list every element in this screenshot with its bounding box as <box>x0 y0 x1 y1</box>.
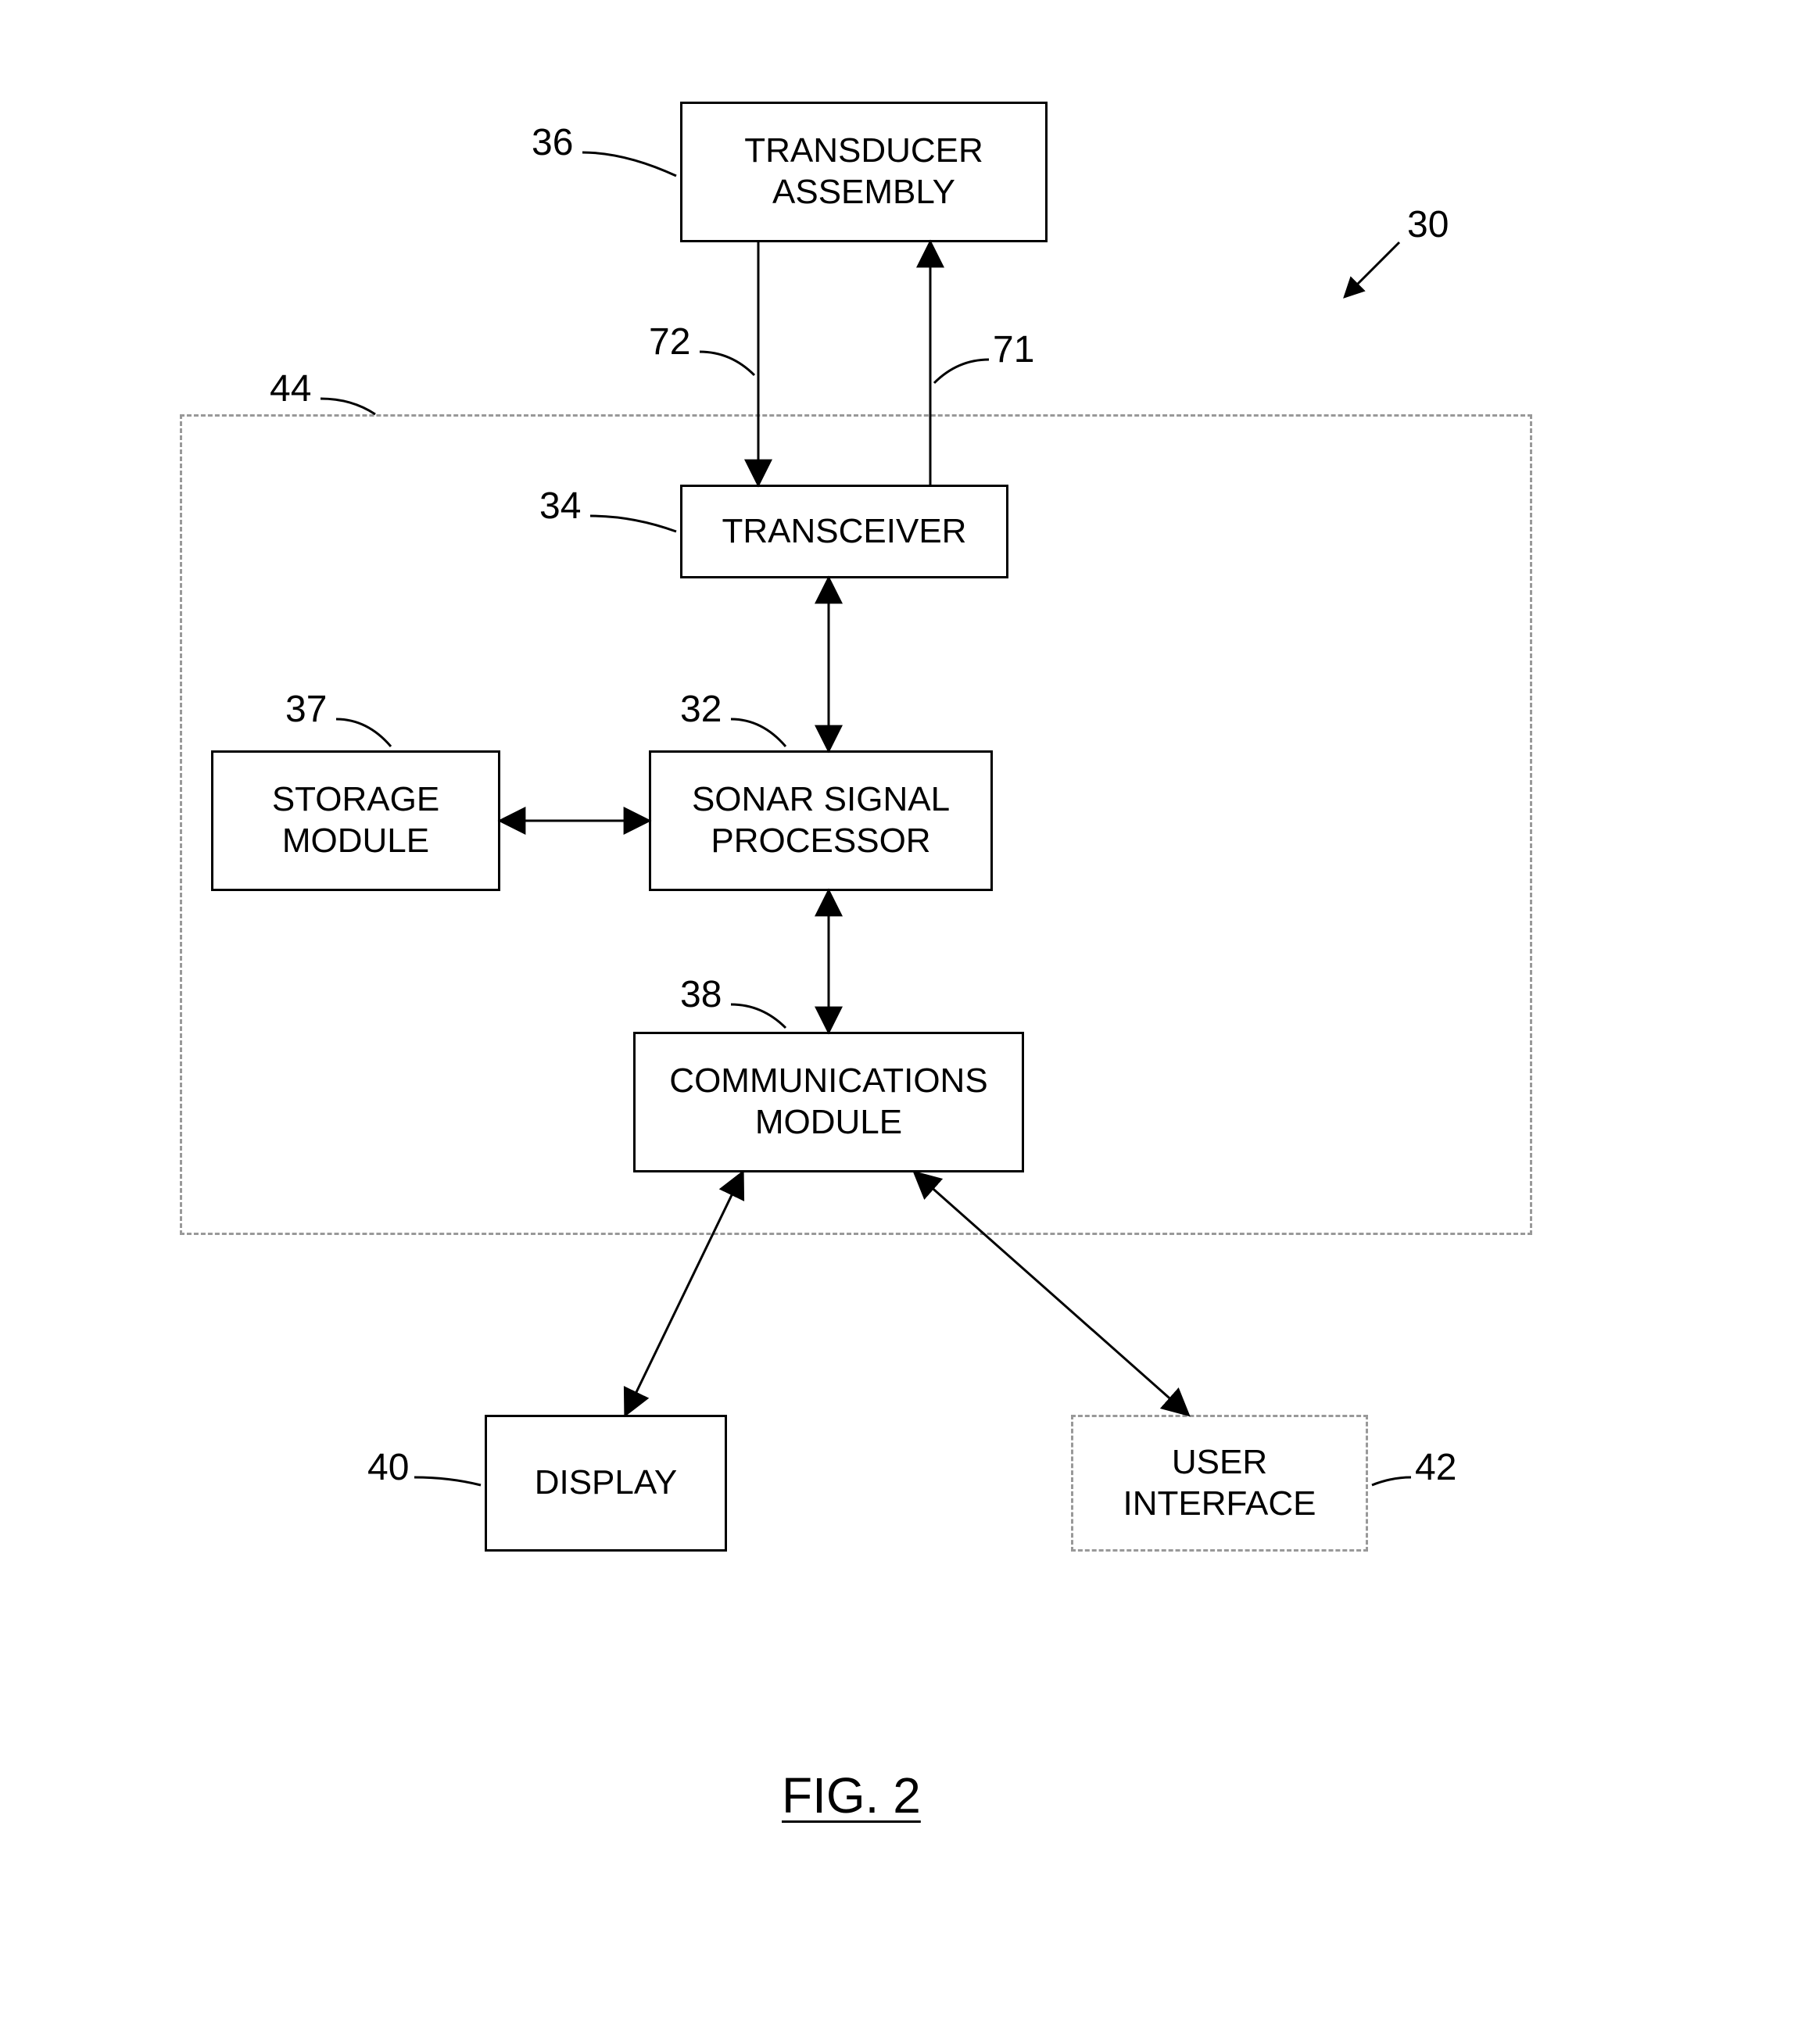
ref-37: 37 <box>285 688 327 731</box>
user-interface-box: USERINTERFACE <box>1071 1415 1368 1552</box>
communications-module-label: COMMUNICATIONSMODULE <box>669 1061 987 1144</box>
sonar-signal-processor-box: SONAR SIGNALPROCESSOR <box>649 750 993 891</box>
display-box: DISPLAY <box>485 1415 727 1552</box>
display-label: DISPLAY <box>535 1462 678 1504</box>
ref-30: 30 <box>1407 203 1449 246</box>
ref-42: 42 <box>1415 1446 1456 1489</box>
communications-module-box: COMMUNICATIONSMODULE <box>633 1032 1024 1172</box>
ref-72: 72 <box>649 320 690 363</box>
ref-44: 44 <box>270 367 311 410</box>
figure-title: FIG. 2 <box>782 1767 921 1824</box>
storage-module-label: STORAGEMODULE <box>272 779 439 862</box>
user-interface-label: USERINTERFACE <box>1123 1442 1316 1525</box>
transceiver-box: TRANSCEIVER <box>680 485 1008 578</box>
sonar-signal-processor-label: SONAR SIGNALPROCESSOR <box>692 779 950 862</box>
transducer-assembly-box: TRANSDUCERASSEMBLY <box>680 102 1048 242</box>
ref-71: 71 <box>993 328 1034 371</box>
ref-40: 40 <box>367 1446 409 1489</box>
diagram-canvas: TRANSDUCERASSEMBLY TRANSCEIVER STORAGEMO… <box>0 0 1798 2044</box>
transducer-assembly-label: TRANSDUCERASSEMBLY <box>744 131 983 213</box>
storage-module-box: STORAGEMODULE <box>211 750 500 891</box>
ref-34: 34 <box>539 485 581 528</box>
transceiver-label: TRANSCEIVER <box>722 511 967 553</box>
ref-36: 36 <box>532 121 573 164</box>
ref-32: 32 <box>680 688 722 731</box>
ref-38: 38 <box>680 973 722 1016</box>
